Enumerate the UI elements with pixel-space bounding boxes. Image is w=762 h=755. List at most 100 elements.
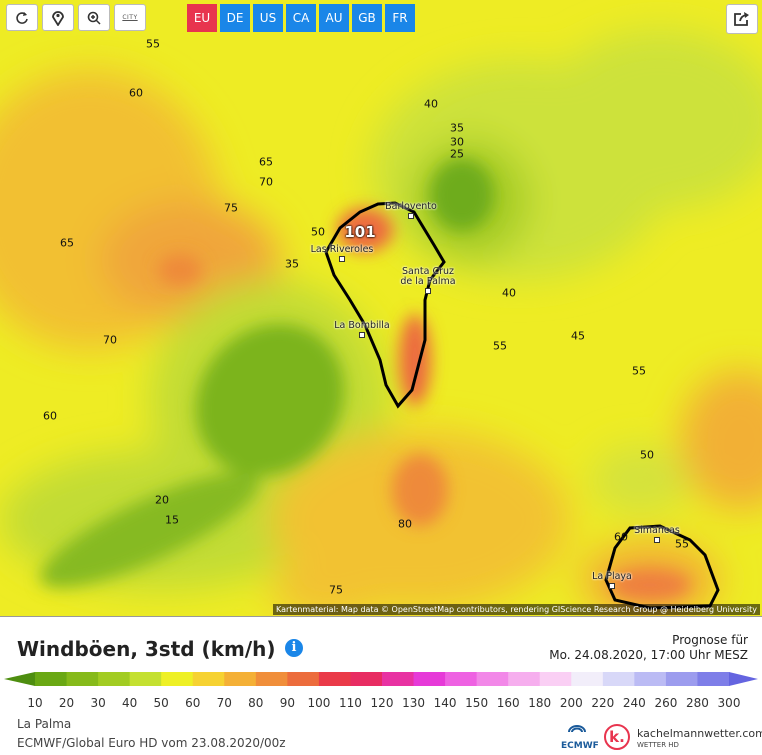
scale-segment: [382, 672, 415, 686]
contour-label: 80: [398, 517, 412, 531]
map[interactable]: 55 60 65 70 75 65 50 35 70 60 20 15 80 75 40 35 30 25 40 55…: [0, 0, 762, 617]
contour-label: 20: [155, 493, 169, 507]
kachelmann-icon: k.: [604, 724, 630, 750]
scale-segment: [350, 672, 383, 686]
model-run: ECMWF/Global Euro HD vom 23.08.2020/00z: [17, 736, 286, 750]
legend-title: Windböen, 3std (km/h): [17, 637, 276, 661]
scale-label: 10: [27, 696, 42, 710]
forecast-label: Prognose für: [672, 633, 748, 647]
attribution: Kartenmaterial: Map data © OpenStreetMap…: [272, 604, 760, 615]
scale-label: 100: [307, 696, 330, 710]
wind-field: [0, 0, 762, 616]
scale-label: 110: [339, 696, 362, 710]
info-button[interactable]: i: [285, 639, 303, 657]
scale-label: 220: [591, 696, 614, 710]
zoom-icon: [87, 11, 101, 25]
color-scale: 10 20 30 40 50 60 70 80 90 100 110 120 130 140 150 160 1…: [4, 672, 758, 710]
place-label: Simancas: [634, 525, 680, 536]
contour-label: 70: [103, 333, 117, 347]
refresh-icon: [16, 11, 28, 24]
scale-label: 20: [59, 696, 74, 710]
place-marker: [408, 213, 414, 219]
location-button[interactable]: [42, 4, 74, 31]
contour-label: 35: [285, 257, 299, 271]
contour-label: 40: [424, 97, 438, 111]
scale-segment: [192, 672, 225, 686]
scale-segment: [98, 672, 131, 686]
forecast-time: Mo. 24.08.2020, 17:00 Uhr MESZ: [549, 648, 748, 662]
place-marker: [425, 288, 431, 294]
scale-label: 130: [402, 696, 425, 710]
scale-label: 60: [185, 696, 200, 710]
scale-segment: [224, 672, 257, 686]
scale-segment: [634, 672, 667, 686]
contour-label: 35: [450, 121, 464, 135]
scale-label: 120: [371, 696, 394, 710]
contour-label: 75: [329, 583, 343, 597]
region-button[interactable]: FR: [385, 4, 415, 32]
place-label: La Playa: [592, 571, 632, 582]
share-button[interactable]: [726, 4, 758, 34]
region-button[interactable]: US: [253, 4, 283, 32]
contour-label: 45: [571, 329, 585, 343]
contour-label: 25: [450, 147, 464, 161]
place-marker: [609, 583, 615, 589]
scale-segment: [35, 672, 68, 686]
scale-label: 180: [528, 696, 551, 710]
scale-label: 70: [217, 696, 232, 710]
contour-label: 55: [675, 537, 689, 551]
share-icon: [734, 12, 749, 26]
contour-label: 55: [632, 364, 646, 378]
scale-segment: [255, 672, 288, 686]
ecmwf-logo: ECMWF: [561, 741, 599, 751]
scale-label: 300: [718, 696, 741, 710]
contour-label: 50: [311, 225, 325, 239]
scale-segment: [602, 672, 635, 686]
scale-segment: [508, 672, 541, 686]
scale-label: 160: [497, 696, 520, 710]
scale-segment: [539, 672, 572, 686]
scale-label: 200: [560, 696, 583, 710]
contour-label: 65: [259, 155, 273, 169]
region-button[interactable]: DE: [220, 4, 250, 32]
contour-label: 55: [146, 37, 160, 51]
scale-label: 30: [90, 696, 105, 710]
scale-segment: [318, 672, 351, 686]
scale-label: 280: [686, 696, 709, 710]
scale-label: 80: [248, 696, 263, 710]
scale-segment: [571, 672, 604, 686]
scale-segment: [413, 672, 446, 686]
place-marker: [654, 537, 660, 543]
scale-arrow-left: [4, 672, 35, 686]
scale-label: 90: [280, 696, 295, 710]
scale-arrow-right: [729, 672, 758, 686]
contour-label: 55: [493, 339, 507, 353]
city-button[interactable]: CITY: [114, 4, 146, 31]
region-name: La Palma: [17, 717, 72, 731]
contour-label: 65: [60, 236, 74, 250]
scale-segment: [697, 672, 730, 686]
scale-label: 50: [154, 696, 169, 710]
contour-label: 70: [259, 175, 273, 189]
region-button[interactable]: EU: [187, 4, 217, 32]
scale-segment: [66, 672, 99, 686]
contour-label: 40: [502, 286, 516, 300]
contour-label: 60: [129, 86, 143, 100]
scale-segment: [665, 672, 698, 686]
region-button[interactable]: CA: [286, 4, 316, 32]
scale-label: 140: [434, 696, 457, 710]
region-button[interactable]: GB: [352, 4, 382, 32]
contour-label: 60: [43, 409, 57, 423]
region-button[interactable]: AU: [319, 4, 349, 32]
zoom-button[interactable]: [78, 4, 110, 31]
scale-segment: [287, 672, 320, 686]
contour-label: 30: [450, 135, 464, 149]
refresh-button[interactable]: [6, 4, 38, 31]
scale-segment: [445, 672, 478, 686]
place-label: Barlovento: [385, 201, 437, 212]
scale-label: 150: [465, 696, 488, 710]
site-logo: kachelmannwetter.com: [637, 727, 762, 740]
place-label: Santa Cruz de la Palma: [400, 266, 456, 287]
ecmwf-icon: [568, 725, 586, 733]
